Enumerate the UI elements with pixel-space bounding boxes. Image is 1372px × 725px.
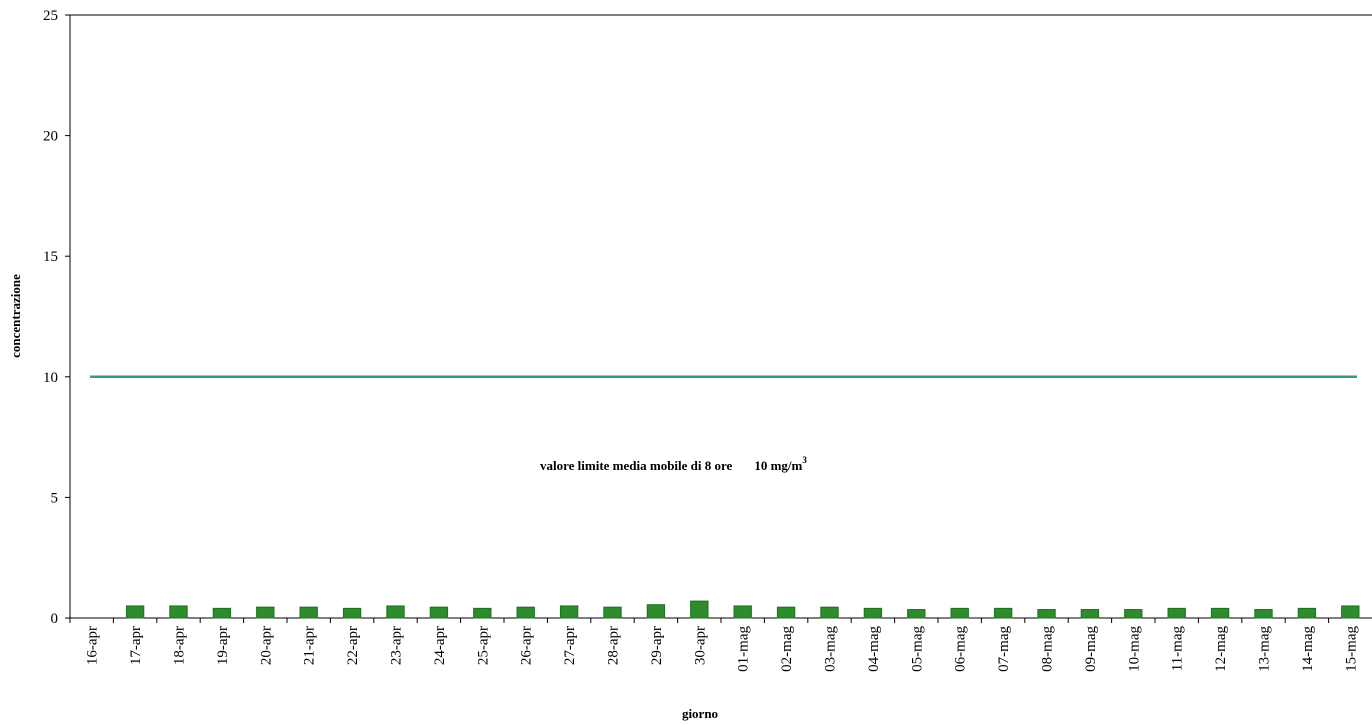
x-tick-label: 19-apr [215, 626, 231, 665]
x-tick-label: 07-mag [996, 626, 1012, 672]
y-tick-label: 10 [43, 370, 58, 386]
bar [473, 607, 492, 619]
x-tick-label: 12-mag [1213, 626, 1229, 672]
x-tick-label: 15-mag [1343, 626, 1359, 672]
y-tick-label: 20 [43, 129, 58, 145]
bar [559, 605, 579, 619]
y-tick-label: 25 [43, 8, 58, 24]
x-tick-label: 08-mag [1040, 626, 1056, 672]
x-tick-label: 10-mag [1126, 626, 1142, 672]
x-tick-label: 16-apr [85, 626, 101, 665]
bar [256, 606, 275, 619]
bar [516, 606, 535, 619]
x-tick-label: 29-apr [649, 626, 665, 665]
x-tick-label: 22-apr [345, 626, 361, 665]
x-tick-label: 23-apr [389, 626, 405, 665]
x-tick-label: 06-mag [953, 626, 969, 672]
bar [386, 605, 405, 619]
x-tick-label: 20-apr [258, 626, 274, 665]
bar [1167, 607, 1186, 619]
x-tick-label: 25-apr [475, 626, 491, 665]
bar [1341, 605, 1360, 619]
x-tick-label: 03-mag [823, 626, 839, 672]
y-tick-label: 5 [51, 490, 59, 506]
x-tick-label: 24-apr [432, 626, 448, 665]
bar [125, 605, 145, 619]
x-tick-label: 27-apr [562, 626, 578, 665]
x-tick-label: 28-apr [606, 626, 622, 665]
x-tick-label: 01-mag [736, 626, 752, 672]
x-tick-label: 02-mag [779, 626, 795, 672]
bar [603, 606, 622, 619]
annotation-text: valore limite media mobile di 8 ore [540, 458, 733, 473]
bar [646, 604, 666, 619]
x-tick-label: 13-mag [1257, 626, 1273, 672]
bar [776, 606, 796, 619]
x-tick-label: 26-apr [519, 626, 535, 665]
y-axis-label: concentrazione [8, 274, 23, 358]
x-tick-label: 30-apr [692, 626, 708, 665]
bar [863, 607, 883, 619]
x-tick-label: 14-mag [1300, 626, 1316, 672]
annotation-value: 10 mg/m [754, 458, 802, 473]
x-tick-label: 17-apr [128, 626, 144, 665]
bar [733, 605, 752, 619]
y-tick-label: 15 [43, 249, 58, 265]
bar [299, 606, 318, 619]
bar [342, 607, 362, 619]
bar [993, 607, 1013, 619]
bar [907, 609, 926, 619]
bar [690, 600, 709, 619]
x-axis-label: giorno [682, 706, 718, 721]
bar [820, 606, 839, 619]
x-tick-label: 21-apr [302, 626, 318, 665]
bar [1080, 609, 1100, 619]
bar [950, 607, 969, 619]
x-tick-label: 09-mag [1083, 626, 1099, 672]
x-tick-label: 04-mag [866, 626, 882, 672]
bar [212, 607, 232, 619]
x-tick-label: 18-apr [172, 626, 188, 665]
bar [1210, 607, 1230, 619]
bar [429, 606, 449, 619]
annotation-sup: 3 [802, 455, 807, 465]
y-tick-label: 0 [51, 611, 59, 627]
x-tick-label: 11-mag [1170, 626, 1186, 672]
bar [169, 605, 188, 619]
bar [1124, 609, 1143, 619]
x-tick-label: 05-mag [909, 626, 925, 672]
bar [1297, 607, 1317, 619]
bar [1037, 609, 1056, 619]
bar [1254, 609, 1273, 619]
annotation: valore limite media mobile di 8 ore 10 mg… [540, 455, 807, 473]
